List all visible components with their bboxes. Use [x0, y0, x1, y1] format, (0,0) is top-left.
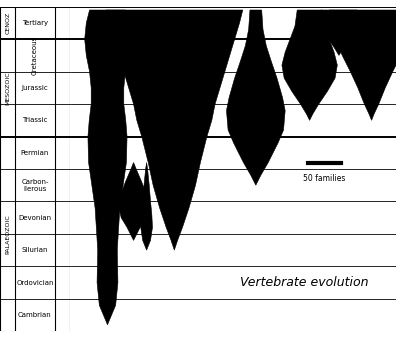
Text: Placodermi: Placodermi: [130, 182, 136, 221]
Polygon shape: [85, 10, 130, 325]
Polygon shape: [282, 10, 337, 120]
Text: Jurassic: Jurassic: [22, 85, 48, 91]
Text: Silurian: Silurian: [22, 247, 48, 253]
Text: Ordovician: Ordovician: [16, 280, 54, 286]
Text: Carbon-
ilerous: Carbon- ilerous: [21, 179, 49, 192]
Text: Permian: Permian: [21, 150, 49, 156]
Text: Acanthodii: Acanthodii: [144, 189, 150, 226]
Polygon shape: [119, 163, 148, 240]
Text: 50 families: 50 families: [303, 174, 346, 183]
Text: Vertebrate evolution: Vertebrate evolution: [240, 276, 369, 289]
Text: Cretaceous: Cretaceous: [32, 36, 38, 75]
Text: Mammalia: Mammalia: [368, 60, 374, 96]
Text: Osteichthyes: Osteichthyes: [171, 98, 177, 143]
Polygon shape: [106, 10, 243, 250]
Text: Amphibia: Amphibia: [253, 88, 259, 121]
Text: Devonian: Devonian: [18, 215, 52, 221]
Text: MESOZOIC: MESOZOIC: [5, 71, 10, 105]
Text: Tertiary: Tertiary: [22, 20, 48, 26]
Text: Agnatha: Agnatha: [104, 83, 110, 112]
Polygon shape: [329, 10, 400, 120]
Polygon shape: [141, 163, 152, 250]
Polygon shape: [226, 10, 285, 185]
Text: Aves: Aves: [336, 31, 342, 47]
Polygon shape: [321, 10, 357, 55]
Text: Reptilia: Reptilia: [307, 59, 313, 84]
Text: CENOZ: CENOZ: [5, 12, 10, 34]
Text: Triassic: Triassic: [22, 117, 48, 123]
Text: PALAEOZOIC: PALAEOZOIC: [5, 214, 10, 254]
Text: Cambrian: Cambrian: [18, 312, 52, 318]
